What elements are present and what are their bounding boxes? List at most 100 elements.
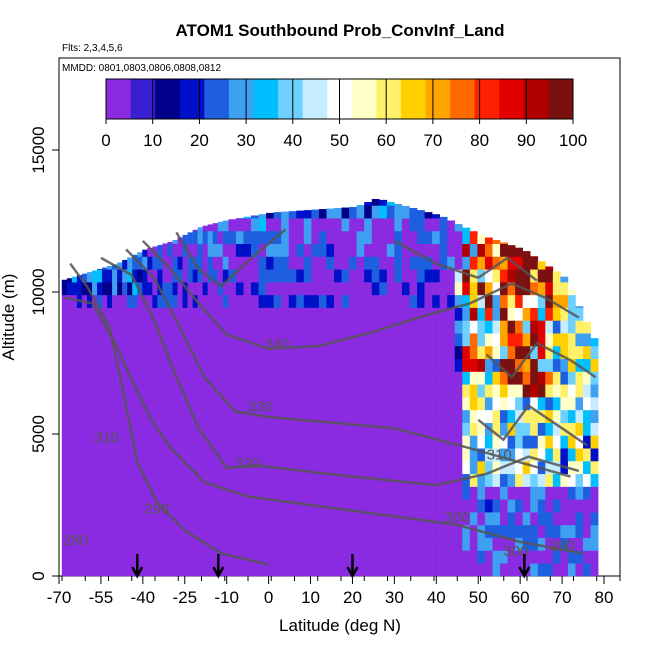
heatmap-cell — [319, 218, 327, 231]
heatmap-cell — [152, 474, 157, 487]
heatmap-cell — [530, 295, 538, 308]
heatmap-cell — [198, 384, 203, 397]
heatmap-cell — [142, 359, 147, 372]
heatmap-cell — [203, 320, 208, 333]
heatmap-cell — [87, 384, 92, 397]
heatmap-cell — [432, 550, 440, 563]
heatmap-cell — [477, 235, 485, 244]
heatmap-cell — [122, 295, 127, 308]
heatmap-cell — [223, 538, 229, 551]
heatmap-cell — [311, 231, 319, 244]
heatmap-cell — [107, 372, 112, 385]
heatmap-cell — [477, 538, 485, 551]
heatmap-cell — [67, 346, 72, 359]
colorbar-swatch — [376, 79, 401, 119]
heatmap-cell — [568, 290, 576, 295]
heatmap-cell — [326, 423, 334, 436]
heatmap-cell — [281, 308, 289, 321]
heatmap-cell — [334, 218, 342, 231]
heatmap-cell — [97, 384, 102, 397]
heatmap-cell — [432, 563, 440, 576]
heatmap-cell — [304, 525, 312, 538]
heatmap-cell — [583, 384, 591, 397]
heatmap-cell — [394, 269, 402, 282]
heatmap-cell — [218, 410, 223, 423]
heatmap-cell — [425, 320, 433, 333]
heatmap-cell — [477, 346, 485, 359]
heatmap-cell — [82, 563, 87, 576]
heatmap-cell — [553, 499, 561, 512]
heatmap-cell — [583, 487, 591, 500]
heatmap-cell — [357, 308, 365, 321]
heatmap-cell — [203, 257, 208, 270]
heatmap-cell — [259, 218, 267, 231]
heatmap-cell — [87, 308, 92, 321]
heatmap-cell — [259, 320, 267, 333]
heatmap-cell — [266, 384, 274, 397]
heatmap-cell — [102, 372, 107, 385]
heatmap-cell — [304, 282, 312, 295]
heatmap-cell — [364, 384, 372, 397]
heatmap-cell — [198, 282, 203, 295]
heatmap-cell — [575, 487, 583, 500]
heatmap-cell — [364, 269, 372, 282]
heatmap-cell — [417, 461, 425, 474]
heatmap-cell — [117, 320, 122, 333]
heatmap-cell — [218, 359, 223, 372]
heatmap-cell — [364, 525, 372, 538]
heatmap-cell — [198, 320, 203, 333]
heatmap-cell — [274, 218, 282, 231]
heatmap-cell — [417, 231, 425, 244]
heatmap-cell — [137, 346, 142, 359]
heatmap-cell — [172, 240, 177, 244]
heatmap-cell — [545, 512, 553, 525]
heatmap-cell — [296, 525, 304, 538]
heatmap-cell — [523, 251, 531, 257]
heatmap-cell — [296, 359, 304, 372]
heatmap-cell — [67, 550, 72, 563]
heatmap-cell — [82, 512, 87, 525]
heatmap-cell — [402, 435, 410, 448]
heatmap-cell — [137, 435, 142, 448]
heatmap-cell — [440, 563, 448, 576]
heatmap-cell — [208, 397, 213, 410]
heatmap-cell — [462, 563, 470, 576]
heatmap-cell — [417, 269, 425, 282]
heatmap-cell — [72, 282, 77, 295]
heatmap-cell — [538, 499, 546, 512]
heatmap-cell — [281, 212, 289, 219]
heatmap-cell — [342, 282, 350, 295]
heatmap-cell — [274, 423, 282, 436]
heatmap-cell — [72, 384, 77, 397]
heatmap-cell — [198, 410, 203, 423]
heatmap-cell — [357, 384, 365, 397]
heatmap-cell — [357, 282, 365, 295]
heatmap-cell — [274, 448, 282, 461]
heatmap-cell — [127, 461, 132, 474]
heatmap-cell — [274, 295, 282, 308]
heatmap-cell — [243, 282, 251, 295]
heatmap-cell — [409, 231, 417, 244]
heatmap-cell — [122, 333, 127, 346]
heatmap-cell — [127, 474, 132, 487]
heatmap-cell — [334, 244, 342, 257]
heatmap-cell — [319, 423, 327, 436]
heatmap-cell — [112, 372, 117, 385]
heatmap-cell — [372, 257, 380, 270]
heatmap-cell — [387, 410, 395, 423]
contour-label: 290 — [550, 537, 575, 554]
heatmap-cell — [243, 346, 251, 359]
heatmap-cell — [508, 512, 516, 525]
heatmap-cell — [289, 269, 297, 282]
heatmap-cell — [62, 384, 67, 397]
heatmap-cell — [432, 448, 440, 461]
heatmap-cell — [236, 435, 244, 448]
heatmap-cell — [470, 423, 478, 436]
heatmap-cell — [372, 269, 380, 282]
heatmap-cell — [432, 218, 440, 231]
heatmap-cell — [575, 448, 583, 461]
heatmap-cell — [311, 346, 319, 359]
heatmap-cell — [77, 487, 82, 500]
heatmap-cell — [82, 435, 87, 448]
heatmap-cell — [289, 538, 297, 551]
